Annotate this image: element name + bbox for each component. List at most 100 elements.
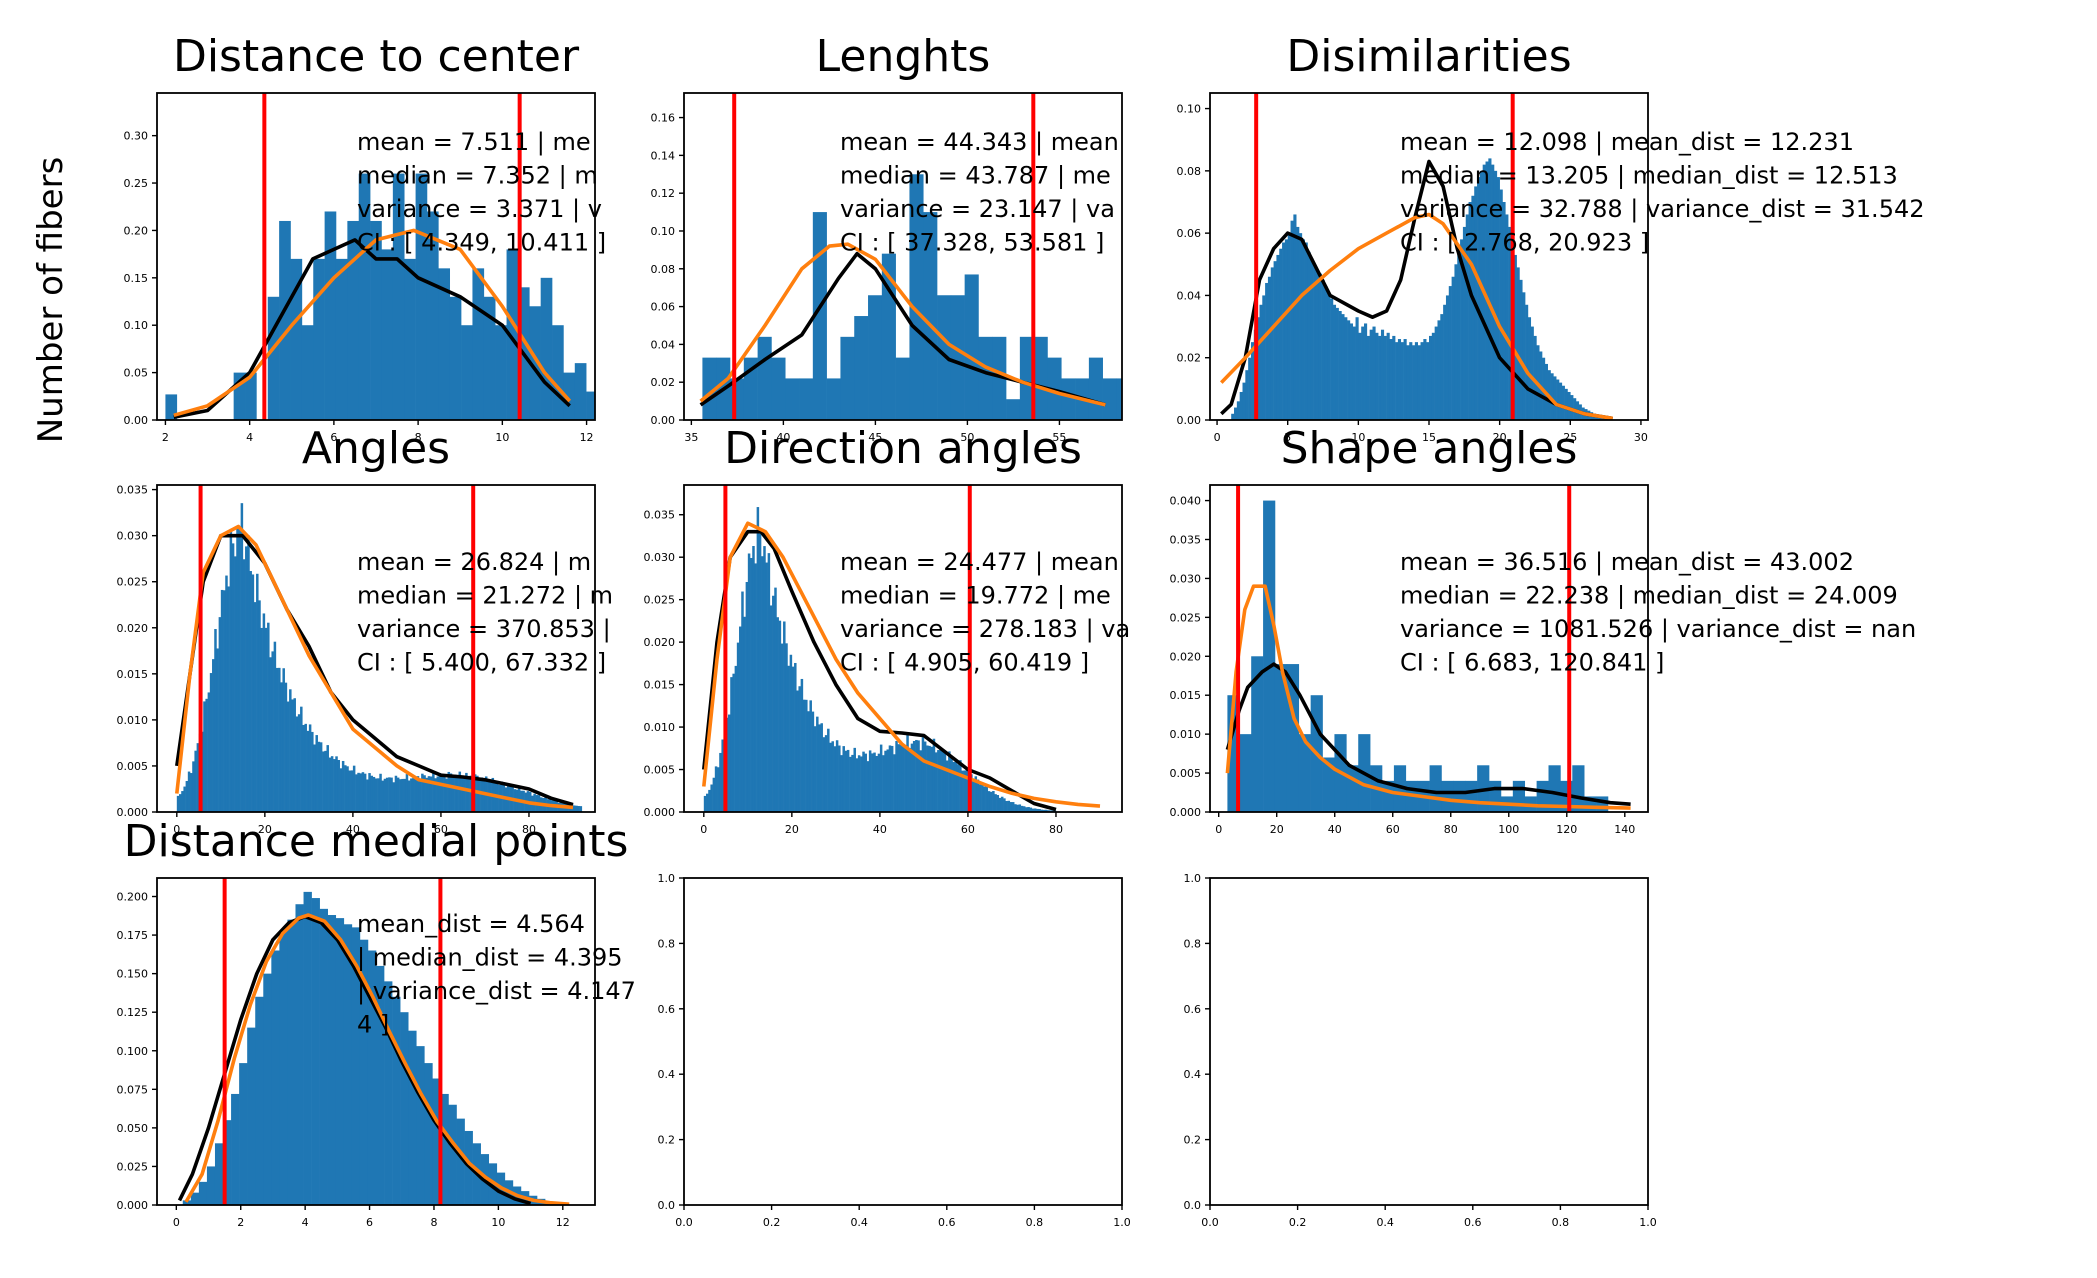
hist-bar [400, 1012, 409, 1205]
plot-area [177, 878, 570, 1205]
hist-bar [1431, 332, 1435, 420]
x-tick-label: 55 [1052, 431, 1066, 444]
hist-bar [212, 659, 215, 812]
y-tick-label: 0.6 [658, 1003, 676, 1016]
hist-bar [251, 574, 255, 812]
hist-bar [495, 325, 507, 420]
hist-bar [231, 543, 235, 812]
hist-bar [319, 742, 323, 812]
x-tick-label: 45 [868, 431, 882, 444]
hist-bar [959, 760, 962, 812]
hist-bar [992, 791, 995, 812]
hist-bar [926, 745, 929, 812]
x-tick-label: 0.0 [675, 1216, 693, 1229]
hist-bar [233, 372, 246, 420]
hist-bar [860, 756, 863, 812]
stats-text: 4 ] [357, 1011, 389, 1039]
hist-bar [1454, 264, 1458, 420]
hist-bar [1513, 254, 1517, 420]
stats-text: mean = 26.824 | m [357, 548, 591, 576]
hist-bar [912, 740, 916, 812]
fit-curve [699, 242, 1106, 407]
hist-bar [783, 621, 786, 812]
hist-bar [1027, 807, 1030, 812]
hist-bar [236, 528, 239, 812]
hist-bar [407, 780, 411, 812]
hist-bar [355, 774, 358, 812]
y-tick-label: 0.100 [117, 1045, 149, 1058]
hist-bar [827, 728, 830, 812]
hist-bar [255, 996, 264, 1205]
hist-bar [461, 325, 473, 420]
hist-bar [800, 678, 804, 812]
hist-bar [370, 220, 382, 420]
panel-5: 0 20 40 60 80 0.000 0.005 0.010 0.015 0.020 0.025 0… [644, 423, 1131, 836]
hist-bar [205, 698, 208, 812]
hist-bar [807, 711, 810, 812]
hist-bar [1248, 357, 1252, 420]
hist-bar [303, 891, 312, 1205]
hist-bar [1533, 335, 1537, 420]
hist-bar [425, 777, 429, 812]
hist-bar [989, 791, 993, 812]
hist-bar [769, 605, 773, 812]
y-tick-label: 0.04 [1177, 289, 1202, 302]
hist-bar [438, 772, 442, 812]
stats-text: median = 21.272 | m [357, 582, 613, 610]
hist-bar [404, 258, 416, 420]
hist-bar [1383, 335, 1387, 420]
hist-bar [1366, 335, 1370, 420]
hist-bar [1349, 323, 1354, 420]
hist-bar [1460, 239, 1464, 420]
x-tick-label: 2 [237, 1216, 244, 1229]
hist-bar [247, 1027, 256, 1205]
hist-bar [873, 752, 876, 812]
axes-frame [683, 877, 1123, 1206]
hist-bar [1267, 276, 1272, 420]
hist-bar [805, 699, 808, 812]
hist-bar [326, 745, 329, 812]
hist-bar [1130, 358, 1144, 420]
hist-bar [983, 786, 986, 812]
x-tick-label: 40 [1328, 823, 1342, 836]
hist-bar [996, 795, 1000, 812]
hist-bar [820, 723, 823, 812]
hist-bar [1144, 399, 1158, 420]
hist-bar [1014, 804, 1017, 812]
x-tick-label: 100 [1498, 823, 1519, 836]
hist-bar [767, 553, 771, 812]
x-tick-label: 0 [700, 823, 707, 836]
hist-bar [383, 778, 387, 812]
hist-bar [240, 503, 244, 812]
hist-bar [379, 773, 382, 812]
hist-bar [190, 773, 193, 812]
hist-bar [1102, 378, 1117, 420]
hist-bar [747, 553, 751, 812]
hist-bar [1042, 809, 1046, 812]
y-tick-label: 0.6 [1184, 1003, 1202, 1016]
hist-bar [904, 745, 907, 812]
hist-bar [941, 750, 945, 812]
hist-bar [776, 617, 779, 812]
y-tick-label: 0.015 [117, 668, 149, 681]
y-tick-label: 0.000 [644, 806, 676, 819]
hist-bar [317, 741, 321, 812]
hist-bar [921, 737, 925, 812]
hist-bar [978, 784, 982, 812]
stats-text: CI : [ 5.400, 67.332 ] [357, 649, 606, 677]
hist-bar [344, 765, 347, 812]
y-tick-label: 0.035 [1170, 534, 1202, 547]
x-tick-label: 60 [434, 823, 448, 836]
hist-bar [1448, 286, 1452, 420]
hist-bar [1344, 317, 1348, 420]
hist-bar [1530, 326, 1534, 420]
x-tick-label: 2 [162, 431, 169, 444]
panel-1: 2 4 6 8 10 12 0.00 0.05 0.10 0.15 0.20 0.25 0.30 Dist… [124, 31, 607, 444]
hist-bar [910, 743, 914, 812]
hist-bar [421, 773, 424, 812]
y-tick-label: 0.050 [117, 1122, 149, 1135]
hist-bar [322, 751, 325, 812]
hist-bar [1386, 332, 1390, 420]
hist-bar [1245, 370, 1249, 420]
stats-text: CI : [ 6.683, 120.841 ] [1400, 649, 1664, 677]
